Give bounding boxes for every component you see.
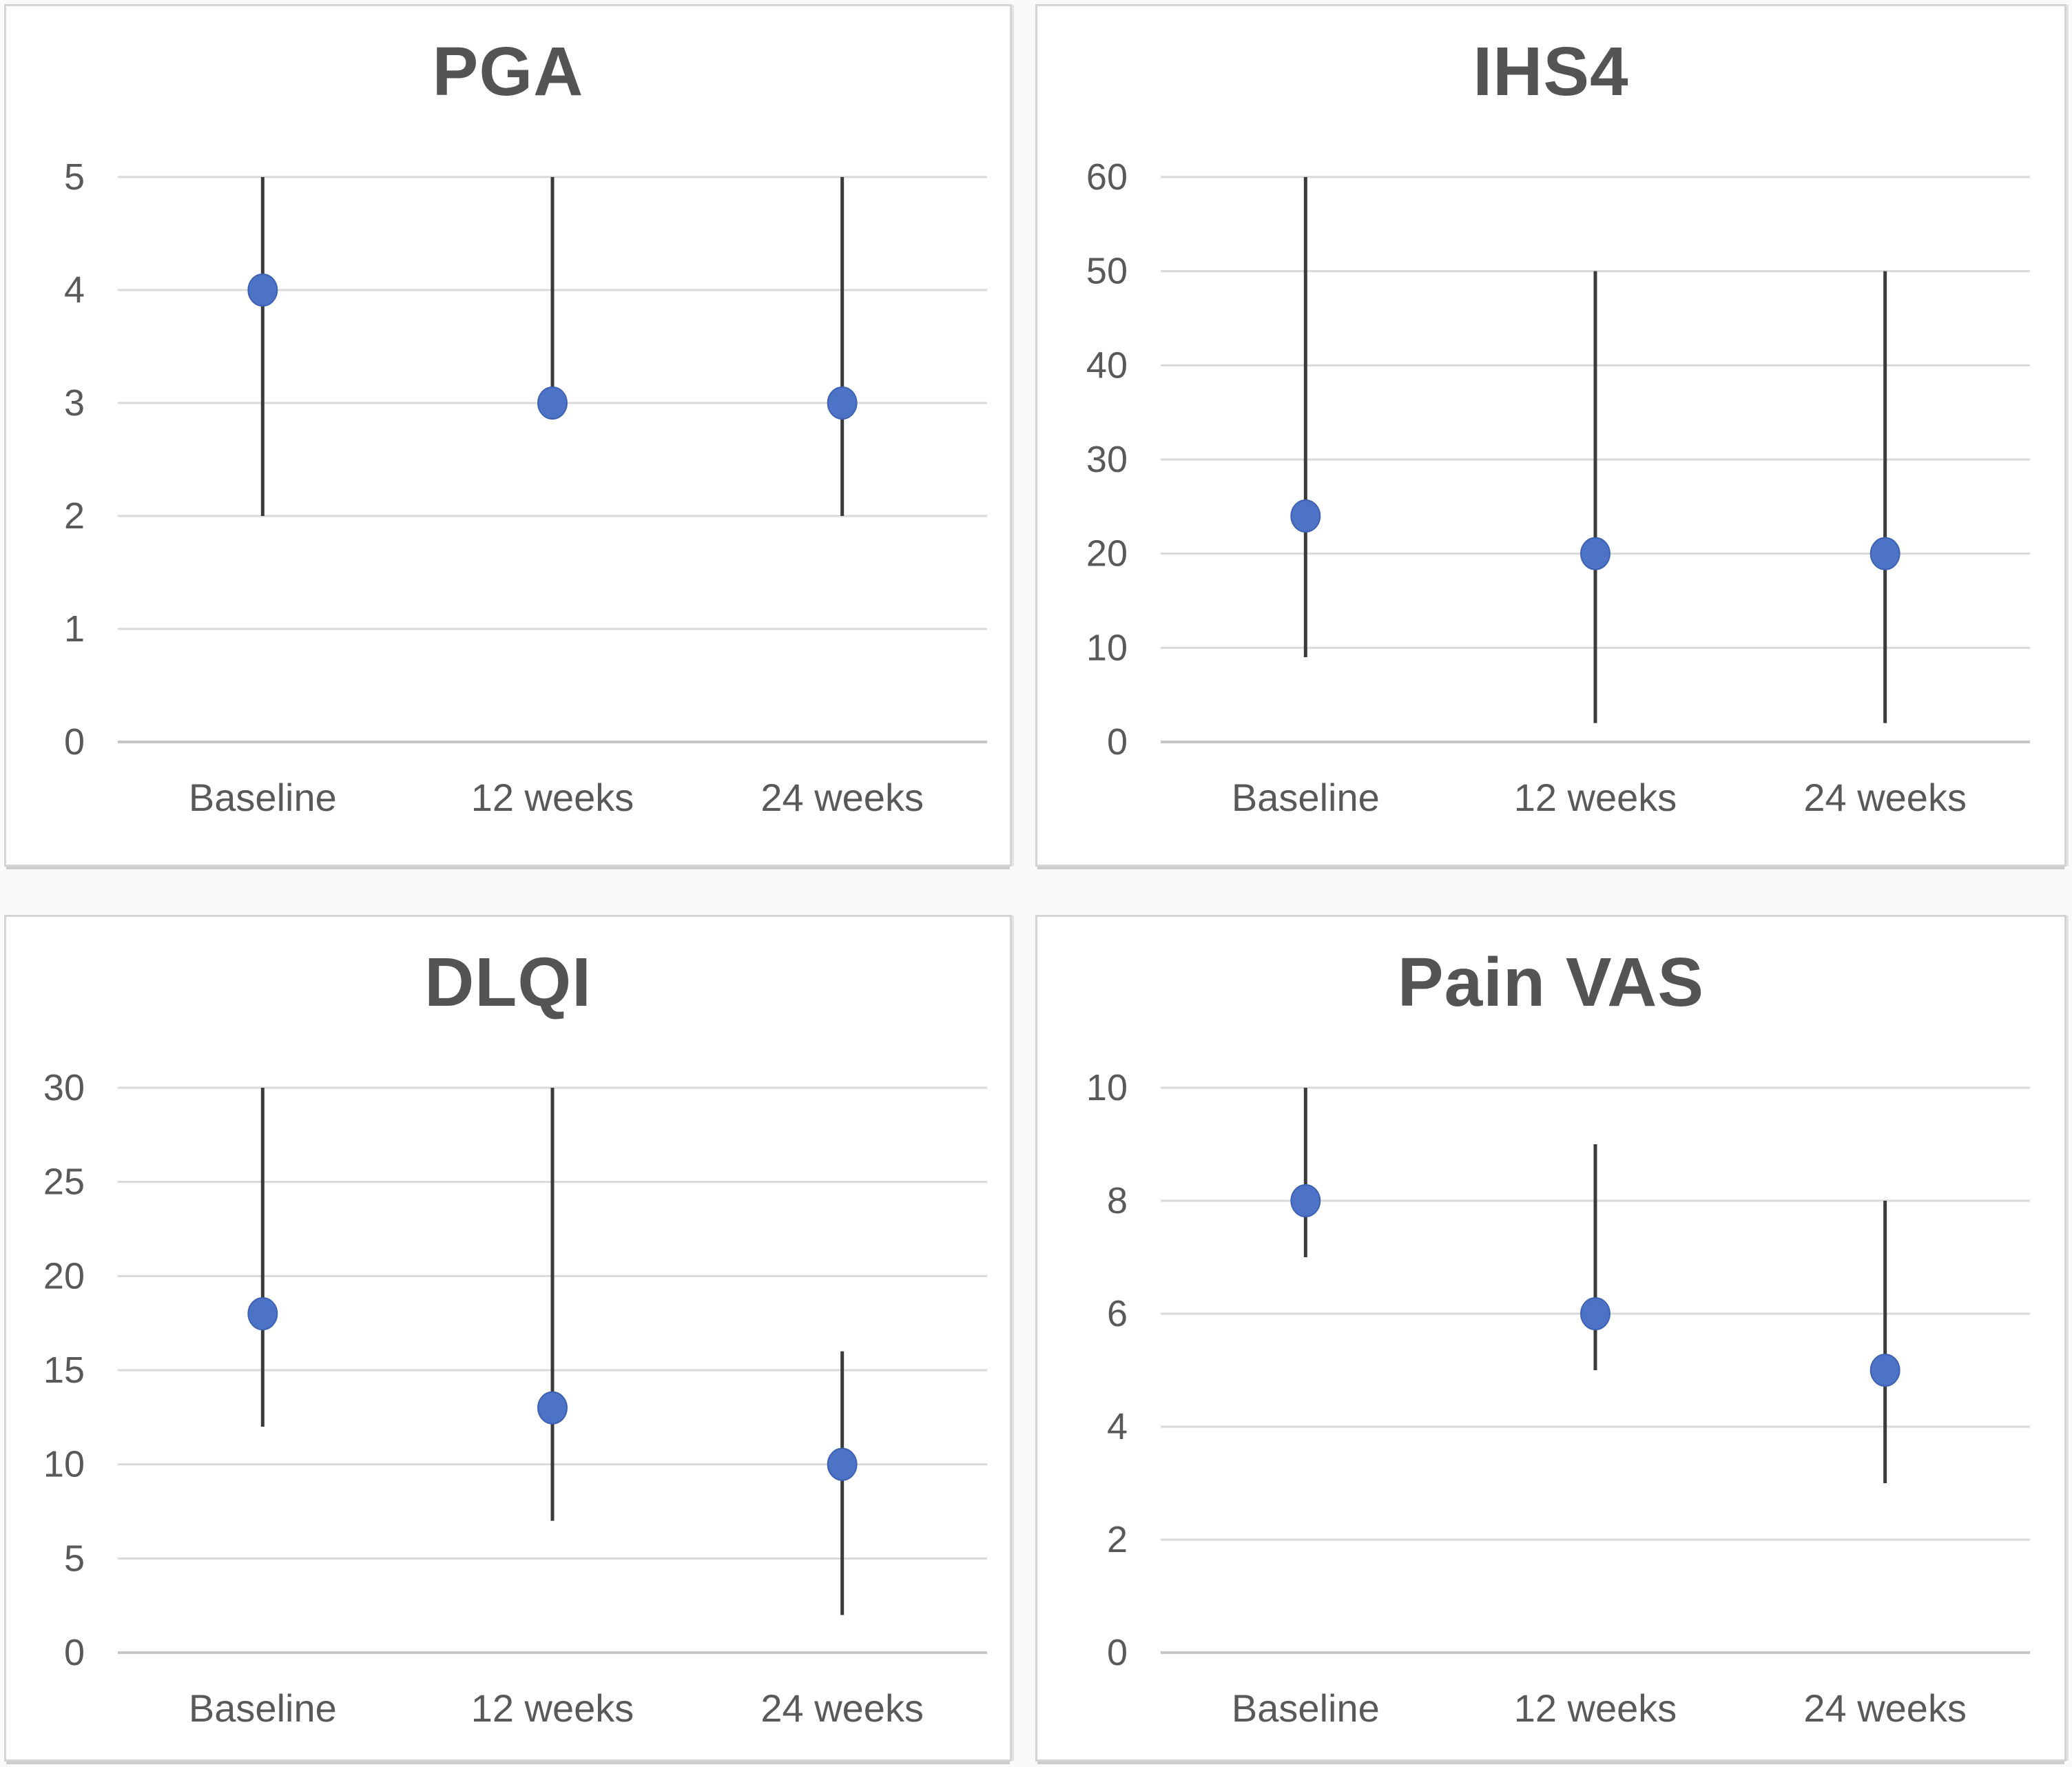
data-point-marker <box>247 1297 278 1330</box>
y-tick-label: 6 <box>1106 1293 1127 1334</box>
chart-title-dlqi: DLQI <box>424 944 592 1021</box>
data-point-marker <box>827 386 858 420</box>
x-category-label: 24 weeks <box>760 776 924 819</box>
y-tick-label: 5 <box>63 156 84 198</box>
y-tick-label: 8 <box>1106 1180 1127 1221</box>
data-point-marker <box>1869 1354 1900 1387</box>
y-tick-label: 20 <box>1086 533 1127 575</box>
y-tick-label: 30 <box>1086 439 1127 480</box>
y-tick-label: 2 <box>63 495 84 537</box>
data-point-marker <box>827 1447 858 1481</box>
ihs4-chart-panel: IHS4 0 10 20 30 40 50 60 Baseline 12 weeks 24 wee… <box>1035 4 2066 867</box>
data-point-marker <box>1869 537 1900 570</box>
y-tick-label: 5 <box>63 1538 84 1579</box>
dlqi-chart-figure: 0 5 10 15 20 25 30 Baseline 12 weeks 24 weeks <box>43 1067 987 1730</box>
chart-title-pain-vas: Pain VAS <box>1397 944 1705 1021</box>
data-point-marker <box>1289 1184 1320 1217</box>
data-point-marker <box>537 386 568 420</box>
y-tick-label: 25 <box>43 1161 84 1203</box>
y-tick-label: 2 <box>1106 1519 1127 1560</box>
y-tick-label: 0 <box>1106 1632 1127 1673</box>
x-category-label: 24 weeks <box>1803 1686 1967 1730</box>
y-tick-label: 20 <box>43 1255 84 1296</box>
x-category-label: 12 weeks <box>1513 776 1677 819</box>
y-tick-label: 60 <box>1086 156 1127 198</box>
y-tick-label: 4 <box>63 269 84 311</box>
y-tick-label: 50 <box>1086 251 1127 292</box>
x-category-label: 12 weeks <box>1513 1686 1677 1730</box>
x-category-label: 24 weeks <box>760 1686 924 1730</box>
x-category-label: Baseline <box>1231 1686 1379 1730</box>
y-tick-label: 4 <box>1106 1406 1127 1447</box>
data-point-marker <box>537 1391 568 1425</box>
pain-vas-chart-panel: Pain VAS 0 2 4 6 8 10 Baseline 12 weeks 24 weeks <box>1035 915 2066 1761</box>
y-tick-label: 1 <box>63 608 84 650</box>
x-category-label: 12 weeks <box>470 1686 634 1730</box>
ihs4-chart-figure: 0 10 20 30 40 50 60 Baseline 12 weeks 24 weeks <box>1086 156 2030 819</box>
y-tick-label: 15 <box>43 1350 84 1391</box>
data-point-marker <box>1579 1297 1610 1330</box>
x-category-label: Baseline <box>1231 776 1379 819</box>
y-tick-label: 10 <box>1086 1067 1127 1108</box>
pain-vas-chart-figure: 0 2 4 6 8 10 Baseline 12 weeks 24 weeks <box>1086 1067 2030 1730</box>
y-tick-label: 30 <box>43 1067 84 1108</box>
data-point-marker <box>247 273 278 307</box>
y-tick-label: 10 <box>43 1444 84 1485</box>
pga-chart-panel: PGA 0 1 2 3 4 5 Baseline 12 weeks 24 weeks <box>4 4 1012 867</box>
dlqi-chart-panel: DLQI 0 5 10 15 20 25 30 Baseline 12 weeks 24 week… <box>4 915 1012 1761</box>
data-point-marker <box>1289 499 1320 533</box>
chart-title-ihs4: IHS4 <box>1473 33 1629 110</box>
chart-title-pga: PGA <box>432 33 584 110</box>
x-category-label: 12 weeks <box>470 776 634 819</box>
x-category-label: 24 weeks <box>1803 776 1967 819</box>
pga-chart-figure: 0 1 2 3 4 5 Baseline 12 weeks 24 weeks <box>63 156 987 819</box>
y-tick-label: 0 <box>63 721 84 763</box>
x-category-label: Baseline <box>188 1686 336 1730</box>
y-tick-label: 0 <box>63 1632 84 1673</box>
y-tick-label: 3 <box>63 382 84 424</box>
y-tick-label: 40 <box>1086 344 1127 386</box>
x-category-label: Baseline <box>188 776 336 819</box>
y-tick-label: 10 <box>1086 627 1127 668</box>
y-tick-label: 0 <box>1106 721 1127 763</box>
data-point-marker <box>1579 537 1610 570</box>
